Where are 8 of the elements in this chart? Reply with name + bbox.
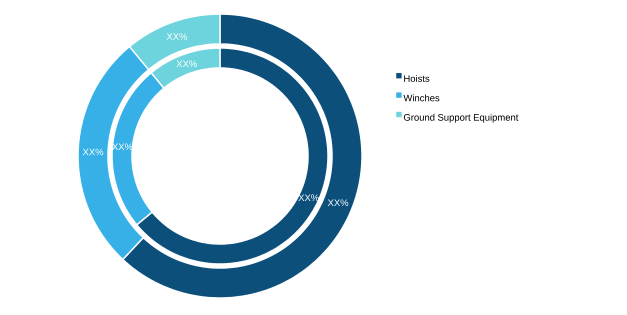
data-label: XX% — [176, 60, 197, 68]
legend-label: Ground Support Equipment — [404, 114, 518, 123]
legend-label: Winches — [403, 94, 440, 102]
data-label: XX% — [166, 33, 188, 40]
data-label: XX% — [298, 194, 319, 202]
data-label: XX% — [328, 199, 348, 206]
legend-label: Hoists — [404, 74, 430, 82]
data-label: XX% — [82, 148, 104, 156]
